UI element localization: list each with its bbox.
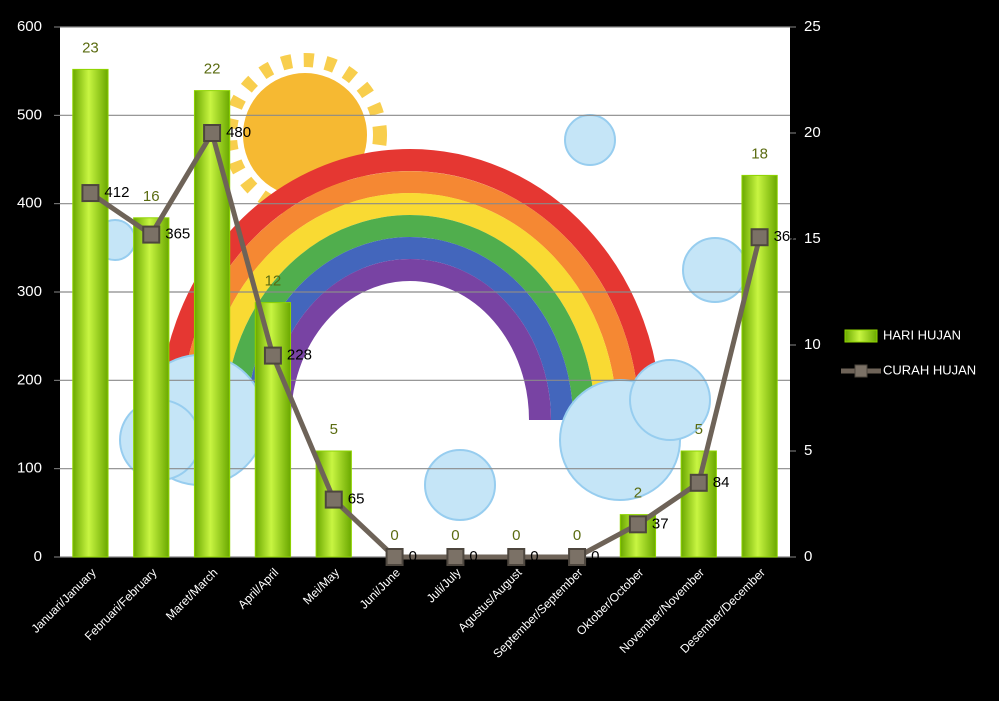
line-value-label: 412 — [104, 184, 129, 201]
legend: HARI HUJAN CURAH HUJAN — [841, 327, 976, 378]
y-tick-label: 300 — [17, 283, 42, 300]
line-marker — [689, 473, 708, 492]
bar-value-label: 0 — [512, 527, 520, 544]
legend-marker — [854, 364, 868, 378]
legend-label: HARI HUJAN — [883, 327, 961, 342]
line-marker — [507, 548, 526, 566]
line-value-label: 0 — [469, 548, 477, 565]
line — [89, 126, 763, 560]
y-tick-label: 0 — [34, 548, 42, 565]
y2-tick-label: 5 — [804, 442, 812, 459]
bar-value-label: 22 — [204, 61, 221, 78]
line-value-label: 37 — [652, 515, 669, 532]
legend-swatch — [844, 329, 878, 343]
y-tick-label: 200 — [17, 371, 42, 388]
bar-value-label: 12 — [265, 273, 282, 290]
bar-value-label: 5 — [330, 421, 338, 438]
line-marker — [263, 346, 282, 365]
line-marker — [750, 228, 769, 247]
line-marker — [385, 548, 404, 566]
y2-tick-label: 0 — [804, 548, 812, 565]
line-value-label: 0 — [409, 548, 417, 565]
legend-label: CURAH HUJAN — [883, 362, 976, 377]
bar — [254, 302, 292, 558]
line-value-label: 0 — [530, 548, 538, 565]
y-tick-label: 500 — [17, 106, 42, 123]
line-value-label: 365 — [165, 226, 190, 243]
line-value-label: 480 — [226, 124, 251, 141]
bar — [133, 217, 170, 558]
y-tick-label: 100 — [17, 460, 42, 477]
bar-value-label: 16 — [143, 188, 160, 205]
line-value-label: 362 — [774, 228, 799, 245]
bar-value-label: 23 — [82, 39, 99, 56]
y2-tick-label: 25 — [804, 18, 821, 35]
line-value-label: 84 — [713, 474, 730, 491]
bar-value-label: 0 — [573, 527, 581, 544]
y2-tick-label: 15 — [804, 230, 821, 247]
bar-value-label: 0 — [451, 527, 459, 544]
bar-value-label: 18 — [751, 145, 768, 162]
y2-tick-label: 20 — [804, 124, 821, 141]
line-marker — [81, 184, 100, 203]
y-tick-label: 600 — [17, 18, 42, 35]
line-marker — [203, 124, 222, 142]
bar-value-label: 5 — [695, 421, 703, 438]
bar — [72, 68, 109, 558]
line-marker — [324, 490, 343, 509]
line-value-label: 228 — [287, 347, 312, 364]
y2-tick-label: 10 — [804, 336, 821, 353]
bar — [680, 450, 717, 558]
line-marker — [568, 548, 587, 566]
bar — [193, 90, 231, 558]
y-tick-label: 400 — [17, 195, 42, 212]
line-marker — [628, 515, 647, 534]
bar-value-label: 0 — [390, 527, 398, 544]
line-value-label: 0 — [591, 548, 599, 565]
bar-value-label: 2 — [634, 485, 642, 502]
line-value-label: 65 — [348, 491, 365, 508]
line-marker — [446, 548, 465, 566]
line-marker — [142, 225, 161, 244]
